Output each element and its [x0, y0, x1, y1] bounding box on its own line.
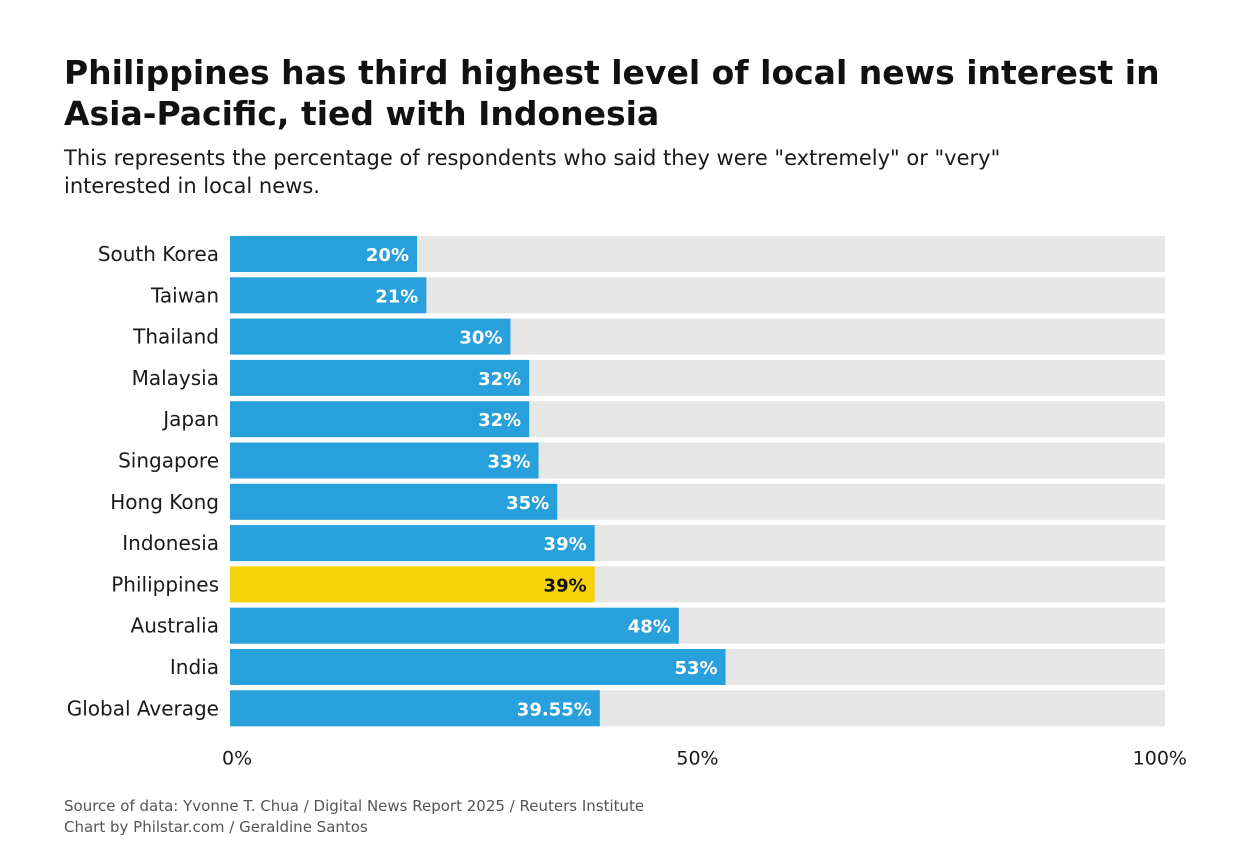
value-label: 35%	[506, 493, 549, 514]
bar	[230, 359, 530, 396]
bar	[230, 442, 539, 479]
category-label: Global Average	[67, 696, 219, 720]
category-label: Indonesia	[122, 531, 219, 555]
value-label: 32%	[478, 369, 521, 390]
bar	[230, 566, 595, 603]
bar	[230, 236, 417, 272]
category-label: Japan	[161, 407, 219, 431]
bar	[230, 277, 427, 314]
category-label: Malaysia	[132, 366, 219, 390]
value-label: 48%	[628, 617, 671, 638]
x-tick-label: 0%	[222, 747, 252, 769]
bar-chart: South Korea 20% Taiwan 21% Thailand 30% Malays…	[67, 236, 1187, 769]
value-label: 20%	[366, 245, 409, 266]
value-label: 39%	[544, 575, 587, 596]
category-label: Hong Kong	[110, 490, 219, 514]
value-label: 39.55%	[517, 699, 592, 720]
bar	[230, 649, 726, 685]
value-label: 39%	[544, 534, 587, 555]
source-note: Source of data: Yvonne T. Chua / Digital…	[64, 796, 644, 838]
bar	[230, 690, 600, 727]
bar	[230, 525, 595, 562]
bar	[230, 401, 530, 438]
category-label: Australia	[131, 614, 219, 638]
x-tick-label: 100%	[1133, 747, 1187, 769]
category-label: Thailand	[132, 325, 219, 349]
value-label: 30%	[459, 328, 502, 349]
source-line: Source of data: Yvonne T. Chua / Digital…	[64, 797, 645, 815]
value-label: 33%	[487, 452, 530, 473]
x-tick-label: 50%	[676, 747, 718, 769]
chart-subtitle: This represents the percentage of respon…	[64, 146, 1001, 198]
credit-line: Chart by Philstar.com / Geraldine Santos	[64, 818, 368, 836]
bar	[230, 483, 558, 520]
category-label: Taiwan	[150, 283, 219, 307]
category-label: South Korea	[98, 242, 219, 266]
category-label: Philippines	[111, 572, 219, 596]
category-label: India	[170, 655, 219, 679]
value-label: 21%	[375, 286, 418, 307]
bar	[230, 318, 511, 355]
chart-title: Philippines has third highest level of l…	[64, 53, 1160, 133]
category-label: Singapore	[118, 449, 219, 473]
bar	[230, 607, 679, 644]
value-label: 32%	[478, 410, 521, 431]
value-label: 53%	[674, 658, 717, 679]
